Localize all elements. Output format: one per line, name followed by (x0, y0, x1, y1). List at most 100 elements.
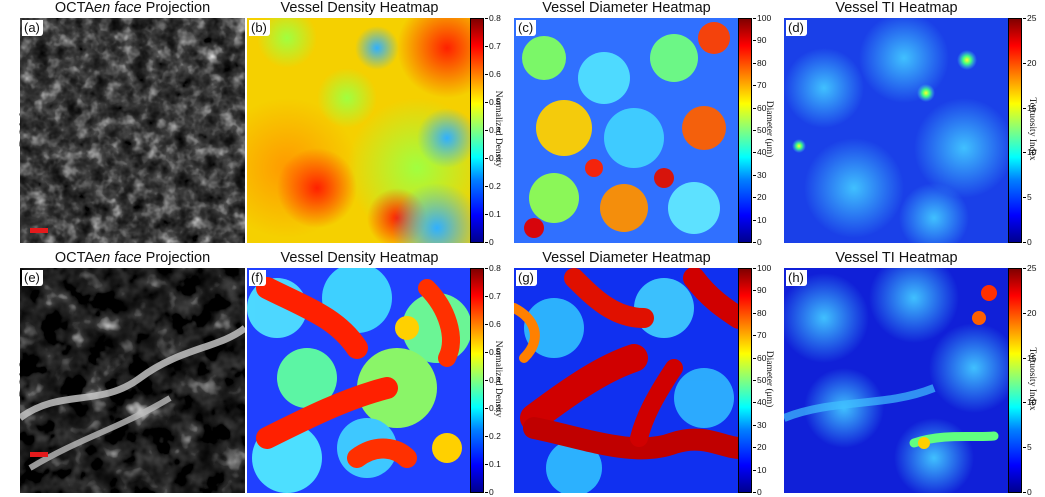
ti-heatmap-panel-d: (d) (784, 18, 1009, 243)
colorbar-density-1 (470, 18, 484, 243)
title-part-italic: en face (94, 0, 142, 16)
cbar-tick: 30 (752, 419, 767, 430)
cbar-tick: 60 (752, 102, 767, 113)
cbar-tick: 0.1 (485, 209, 501, 219)
cbar-tick: 0.6 (485, 69, 501, 79)
cbar-tick: 0 (1023, 487, 1032, 497)
colorbar-label-density: Normalized Density (493, 340, 503, 418)
ti-heatmap (784, 18, 1009, 243)
cbar-tick: 0.2 (485, 431, 501, 441)
octa-image (20, 18, 245, 243)
colorbar-ti-ticks-1: 25 20 15 10 5 0 (1022, 13, 1045, 247)
cbar-tick: 0.8 (485, 263, 501, 273)
density-heatmap-panel-f: (f) (247, 268, 472, 493)
title-vessel-diameter: Vessel Diameter Heatmap (542, 250, 711, 266)
cbar-tick: 0.3 (485, 403, 501, 413)
title-part-italic: en face (94, 250, 142, 266)
panel-label-a: (a) (22, 20, 43, 36)
density-heatmap (247, 18, 472, 243)
title-part: OCTA (54, 250, 95, 266)
title-vessel-density: Vessel Density Heatmap (280, 250, 439, 266)
title-vessel-diameter: Vessel Diameter Heatmap (542, 0, 711, 16)
diameter-heatmap-panel-c: (c) (514, 18, 739, 243)
density-heatmap (247, 268, 472, 493)
octa-image (20, 268, 245, 493)
scale-bar (30, 228, 48, 233)
title-part: Projection (141, 250, 211, 266)
cbar-tick: 0 (753, 237, 762, 247)
cbar-tick: 90 (752, 35, 767, 46)
colorbar-density-ticks-1: 0.8 0.7 0.6 0.5 0.4 0.3 0.2 0.1 0 (485, 13, 519, 247)
cbar-tick: 20 (752, 442, 767, 453)
cbar-tick: 80 (752, 307, 767, 318)
cbar-tick: 5 (1023, 442, 1032, 453)
colorbar-ti-2 (1008, 268, 1022, 493)
scale-bar (30, 452, 48, 457)
cbar-tick: 20 (752, 192, 767, 203)
ti-heatmap (784, 268, 1009, 493)
cbar-tick: 80 (752, 57, 767, 68)
cbar-tick: 0.2 (485, 181, 501, 191)
cbar-tick: 10 (752, 464, 767, 475)
cbar-tick: 0.5 (485, 347, 501, 357)
cbar-tick: 10 (752, 214, 767, 225)
cbar-tick: 5 (1023, 192, 1032, 203)
title-octa-projection: OCTAen face Projection (20, 0, 245, 16)
cbar-tick: 20 (1022, 57, 1037, 68)
cbar-tick: 0.4 (485, 375, 501, 385)
cbar-tick: 10 (1022, 397, 1037, 408)
colorbar-label-diameter: Diameter (μm) (764, 350, 774, 408)
cbar-tick: 0.5 (485, 97, 501, 107)
title-vessel-density: Vessel Density Heatmap (280, 0, 439, 16)
cbar-tick: 25 (1022, 263, 1037, 273)
cbar-tick: 0.7 (485, 41, 501, 51)
cbar-tick: 70 (752, 80, 767, 91)
cbar-tick: 0.6 (485, 319, 501, 329)
colorbar-label-ti: Tortuosity Index (1027, 347, 1037, 411)
colorbar-density-2 (470, 268, 484, 493)
colorbar-diameter-2 (738, 268, 752, 493)
cbar-tick: 50 (752, 375, 767, 385)
colorbar-ti-1 (1008, 18, 1022, 243)
cbar-tick: 15 (1022, 352, 1037, 363)
title-vessel-ti: Vessel TI Heatmap (835, 0, 958, 16)
cbar-tick: 60 (752, 352, 767, 363)
density-heatmap-panel-b: (b) (247, 18, 472, 243)
cbar-tick: 100 (752, 13, 772, 23)
colorbar-label-density: Normalized Density (493, 90, 503, 168)
cbar-tick: 0.8 (485, 13, 501, 23)
cbar-tick: 0 (485, 487, 494, 497)
cbar-tick: 0 (485, 237, 494, 247)
cbar-tick: 0 (753, 487, 762, 497)
cbar-tick: 0.7 (485, 291, 501, 301)
cbar-tick: 70 (752, 330, 767, 341)
octa-image-panel-e: (e) (20, 268, 245, 493)
panel-label-h: (h) (786, 270, 807, 286)
title-part: OCTA (54, 0, 95, 16)
cbar-tick: 20 (1022, 307, 1037, 318)
panel-label-f: (f) (249, 270, 267, 286)
panel-label-d: (d) (786, 20, 807, 36)
cbar-tick: 30 (752, 169, 767, 180)
diameter-heatmap (514, 18, 739, 243)
cbar-tick: 0.1 (485, 459, 501, 469)
colorbar-label-diameter: Diameter (μm) (764, 100, 774, 158)
diameter-heatmap (514, 268, 739, 493)
title-octa-projection: OCTAen face Projection (20, 250, 245, 266)
cbar-tick: 10 (1022, 147, 1037, 158)
cbar-tick: 0.4 (485, 125, 501, 135)
cbar-tick: 50 (752, 125, 767, 135)
panel-label-e: (e) (22, 270, 43, 286)
cbar-tick: 25 (1022, 13, 1037, 23)
panel-label-c: (c) (516, 20, 537, 36)
title-part: Projection (141, 0, 211, 16)
panel-label-g: (g) (516, 270, 537, 286)
diameter-heatmap-panel-g: (g) (514, 268, 739, 493)
title-vessel-ti: Vessel TI Heatmap (835, 250, 958, 266)
colorbar-diameter-ticks-2: 100 90 80 70 60 50 40 30 20 10 0 (752, 263, 787, 497)
ti-heatmap-panel-h: (h) (784, 268, 1009, 493)
colorbar-diameter-ticks-1: 100 90 80 70 60 50 40 30 20 10 0 (752, 13, 787, 247)
cbar-tick: 0.3 (485, 153, 501, 163)
cbar-tick: 100 (752, 263, 772, 273)
colorbar-density-ticks-2: 0.8 0.7 0.6 0.5 0.4 0.3 0.2 0.1 0 (485, 263, 519, 497)
